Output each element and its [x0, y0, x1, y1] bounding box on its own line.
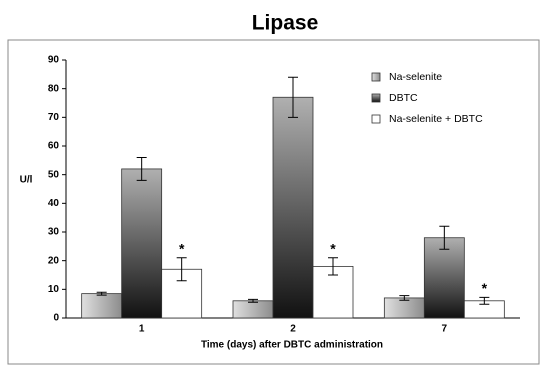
y-axis-label: U/l	[20, 175, 33, 186]
annotation: *	[330, 241, 336, 257]
x-tick-label: 7	[442, 324, 448, 335]
y-tick-label: 40	[48, 198, 60, 209]
bar	[383, 297, 425, 319]
error-bar	[328, 257, 338, 276]
y-tick-label: 20	[48, 255, 60, 266]
x-tick-label: 2	[290, 324, 296, 335]
x-tick-label: 1	[139, 324, 145, 335]
y-tick-label: 30	[48, 227, 60, 238]
error-bar	[96, 291, 107, 296]
legend-label: Na-selenite	[389, 71, 442, 83]
bar	[121, 168, 163, 319]
chart-title: Lipase	[252, 12, 319, 35]
error-bar	[439, 225, 450, 250]
error-bar	[176, 257, 187, 282]
legend-swatch	[371, 93, 381, 103]
bar	[81, 293, 123, 319]
y-tick-label: 0	[53, 313, 59, 324]
y-tick-label: 60	[48, 141, 60, 152]
legend-label: Na-selenite + DBTC	[389, 113, 483, 125]
legend-swatch	[371, 72, 381, 82]
error-bar	[479, 296, 490, 305]
annotation: *	[482, 280, 488, 296]
y-tick-label: 10	[48, 284, 60, 295]
bar	[423, 237, 465, 319]
x-axis-label: Time (days) after DBTC administration	[201, 340, 383, 351]
annotation: *	[179, 241, 185, 257]
legend-label: DBTC	[389, 92, 418, 104]
y-tick-label: 70	[48, 112, 60, 123]
error-bar	[248, 298, 258, 303]
y-tick-label: 80	[48, 83, 60, 94]
y-tick-label: 90	[48, 55, 60, 66]
bar	[272, 96, 314, 319]
bar	[232, 300, 274, 319]
frame	[7, 39, 540, 365]
error-bar	[288, 76, 298, 118]
error-bar	[136, 156, 147, 181]
error-bar	[399, 295, 410, 301]
legend-swatch	[371, 114, 381, 124]
y-tick-label: 50	[48, 169, 60, 180]
